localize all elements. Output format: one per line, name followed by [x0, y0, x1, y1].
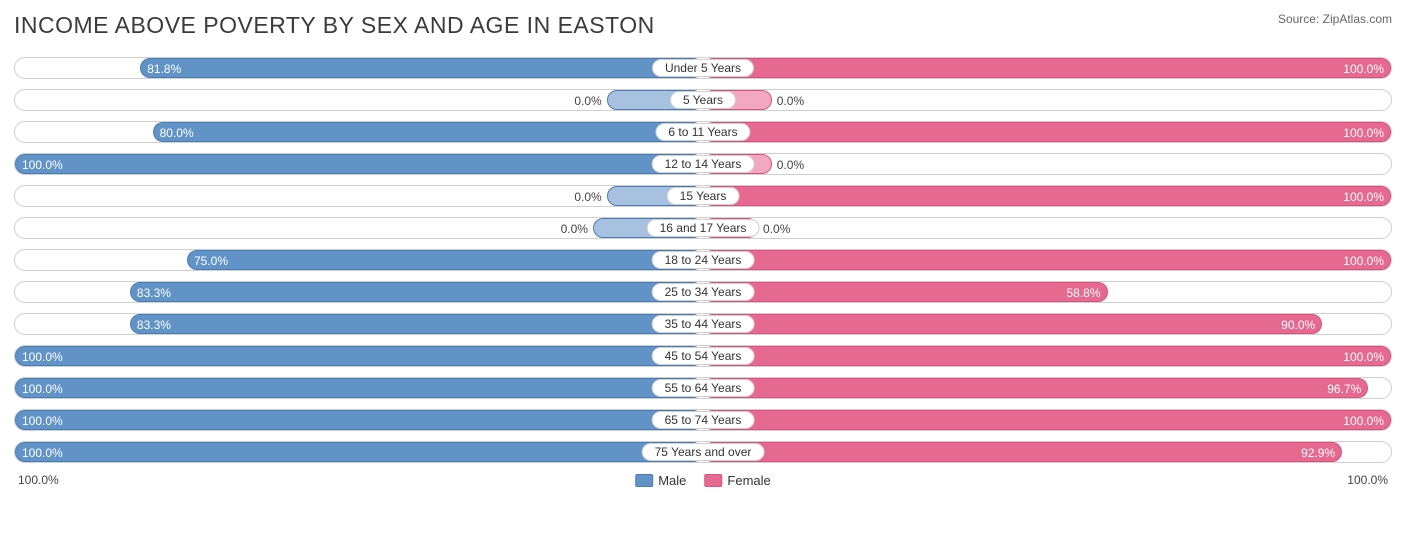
legend-label-male: Male — [658, 473, 686, 488]
male-bar: 100.0% — [15, 410, 703, 430]
chart-row: 100.0% 96.7% 55 to 64 Years — [14, 377, 1392, 399]
category-label: 55 to 64 Years — [652, 379, 755, 397]
male-value-label: 0.0% — [574, 91, 607, 111]
axis-left-label: 100.0% — [18, 473, 59, 487]
female-bar: 90.0% — [703, 314, 1322, 334]
male-bar: 75.0% — [187, 250, 703, 270]
female-value-label: 96.7% — [1327, 379, 1361, 399]
female-value-label: 100.0% — [1343, 187, 1384, 207]
chart-row: 0.0% 0.0% 5 Years — [14, 89, 1392, 111]
female-value-label: 100.0% — [1343, 251, 1384, 271]
chart-row: 100.0% 92.9% 75 Years and over — [14, 441, 1392, 463]
male-bar: 83.3% — [130, 314, 703, 334]
female-bar: 100.0% — [703, 186, 1391, 206]
female-value-label: 0.0% — [757, 219, 790, 239]
male-value-label: 75.0% — [194, 251, 228, 271]
female-value-label: 0.0% — [771, 91, 804, 111]
x-axis: 100.0% Male Female 100.0% — [14, 473, 1392, 487]
female-value-label: 90.0% — [1281, 315, 1315, 335]
male-value-label: 80.0% — [160, 123, 194, 143]
axis-right-label: 100.0% — [1347, 473, 1388, 487]
legend-label-female: Female — [727, 473, 770, 488]
chart-row: 75.0% 100.0% 18 to 24 Years — [14, 249, 1392, 271]
male-bar: 100.0% — [15, 346, 703, 366]
male-value-label: 100.0% — [22, 379, 63, 399]
chart-row: 80.0% 100.0% 6 to 11 Years — [14, 121, 1392, 143]
category-label: 15 Years — [667, 187, 740, 205]
category-label: 16 and 17 Years — [647, 219, 760, 237]
male-bar: 100.0% — [15, 154, 703, 174]
diverging-bar-chart: 81.8% 100.0% Under 5 Years 0.0% 0.0% 5 Years 8… — [14, 57, 1392, 463]
female-bar: 100.0% — [703, 122, 1391, 142]
chart-row: 100.0% 0.0% 12 to 14 Years — [14, 153, 1392, 175]
chart-row: 100.0% 100.0% 45 to 54 Years — [14, 345, 1392, 367]
legend-item-male: Male — [635, 473, 686, 488]
female-bar: 100.0% — [703, 346, 1391, 366]
source-label: Source: ZipAtlas.com — [1278, 12, 1392, 26]
category-label: 35 to 44 Years — [652, 315, 755, 333]
legend-item-female: Female — [704, 473, 770, 488]
category-label: Under 5 Years — [652, 59, 754, 77]
category-label: 25 to 34 Years — [652, 283, 755, 301]
category-label: 65 to 74 Years — [652, 411, 755, 429]
category-label: 6 to 11 Years — [655, 123, 750, 141]
female-bar: 100.0% — [703, 410, 1391, 430]
female-value-label: 92.9% — [1301, 443, 1335, 463]
legend: Male Female — [635, 473, 771, 488]
male-bar: 100.0% — [15, 378, 703, 398]
male-value-label: 83.3% — [137, 283, 171, 303]
male-value-label: 100.0% — [22, 443, 63, 463]
female-value-label: 100.0% — [1343, 123, 1384, 143]
female-bar: 92.9% — [703, 442, 1342, 462]
male-value-label: 81.8% — [147, 59, 181, 79]
chart-title: INCOME ABOVE POVERTY BY SEX AND AGE IN E… — [14, 12, 655, 39]
category-label: 12 to 14 Years — [652, 155, 755, 173]
male-value-label: 0.0% — [574, 187, 607, 207]
female-bar: 100.0% — [703, 250, 1391, 270]
male-bar: 81.8% — [140, 58, 703, 78]
male-bar: 83.3% — [130, 282, 703, 302]
male-bar: 100.0% — [15, 442, 703, 462]
chart-row: 100.0% 100.0% 65 to 74 Years — [14, 409, 1392, 431]
category-label: 5 Years — [670, 91, 736, 109]
female-value-label: 100.0% — [1343, 59, 1384, 79]
male-value-label: 100.0% — [22, 411, 63, 431]
female-value-label: 100.0% — [1343, 411, 1384, 431]
male-value-label: 100.0% — [22, 347, 63, 367]
legend-swatch-male — [635, 474, 653, 487]
male-bar: 80.0% — [153, 122, 703, 142]
female-bar: 58.8% — [703, 282, 1108, 302]
female-value-label: 0.0% — [771, 155, 804, 175]
female-value-label: 100.0% — [1343, 347, 1384, 367]
chart-row: 0.0%0.0%16 and 17 Years — [14, 217, 1392, 239]
male-value-label: 0.0% — [561, 219, 594, 239]
male-value-label: 83.3% — [137, 315, 171, 335]
legend-swatch-female — [704, 474, 722, 487]
category-label: 75 Years and over — [642, 443, 765, 461]
female-bar: 100.0% — [703, 58, 1391, 78]
female-bar: 96.7% — [703, 378, 1368, 398]
chart-row: 83.3% 58.8% 25 to 34 Years — [14, 281, 1392, 303]
category-label: 45 to 54 Years — [652, 347, 755, 365]
female-value-label: 58.8% — [1067, 283, 1101, 303]
chart-row: 81.8% 100.0% Under 5 Years — [14, 57, 1392, 79]
category-label: 18 to 24 Years — [652, 251, 755, 269]
chart-row: 0.0% 100.0% 15 Years — [14, 185, 1392, 207]
male-value-label: 100.0% — [22, 155, 63, 175]
chart-row: 83.3% 90.0% 35 to 44 Years — [14, 313, 1392, 335]
